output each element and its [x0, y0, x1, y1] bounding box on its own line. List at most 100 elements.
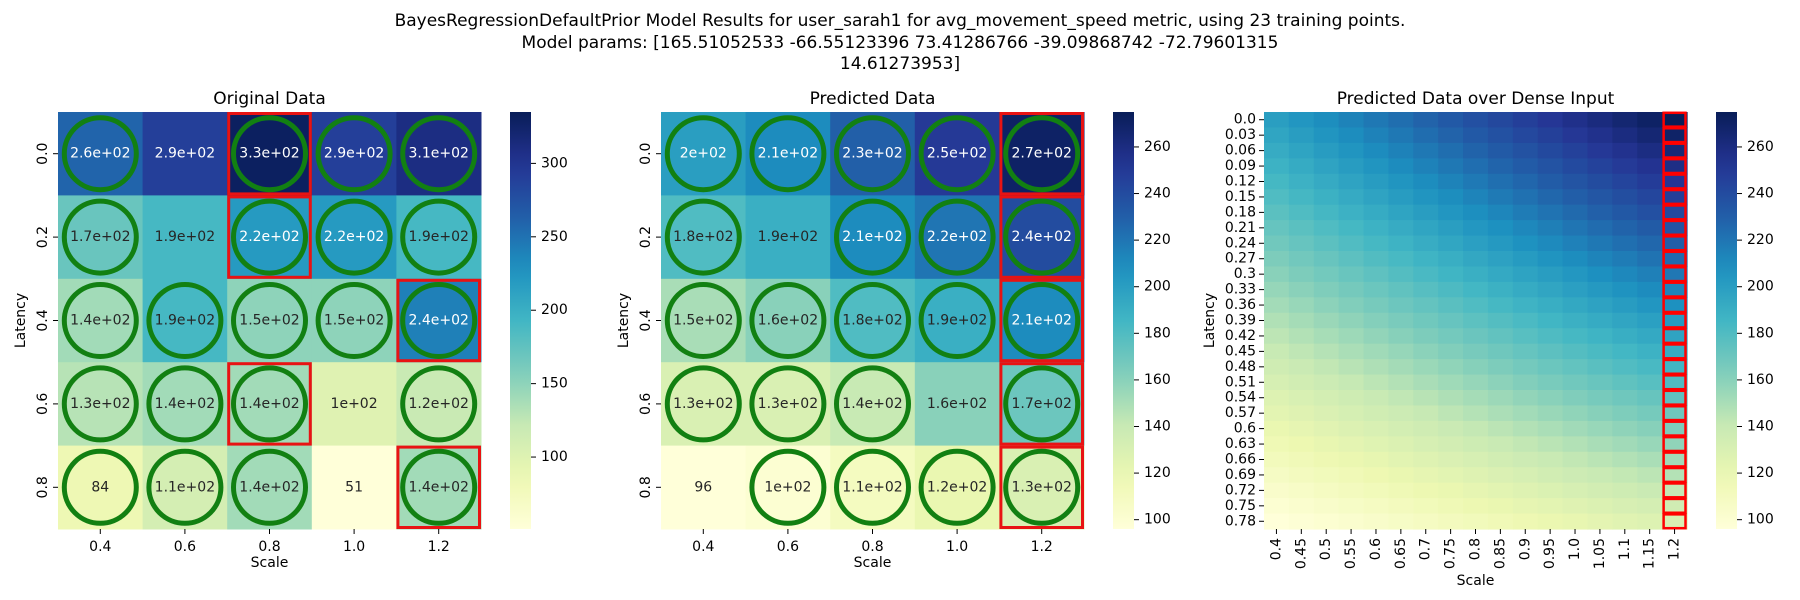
x-tick-label: 0.4	[89, 539, 111, 555]
dense-heatmap-cell	[1438, 482, 1464, 499]
dense-heatmap-cell	[1487, 189, 1514, 206]
dense-heatmap-cell	[1413, 451, 1439, 468]
dense-heatmap-cell	[1413, 204, 1439, 221]
dense-heatmap-cell	[1487, 142, 1514, 159]
dense-heatmap-cell	[1612, 312, 1638, 329]
dense-heatmap-cell	[1587, 436, 1613, 453]
dense-heatmap-cell	[1313, 482, 1340, 499]
dense-highlight-box	[1662, 250, 1687, 267]
dense-heatmap-cell	[1537, 112, 1564, 129]
dense-heatmap-cell	[1637, 266, 1663, 283]
dense-heatmap-cell	[1363, 127, 1390, 144]
cell-annotation: 2.2e+02	[324, 229, 384, 245]
dense-heatmap-cell	[1662, 498, 1688, 515]
cell-annotation: 1.2e+02	[927, 479, 987, 495]
dense-heatmap-cell	[1264, 312, 1290, 329]
dense-heatmap-cell	[1313, 251, 1340, 268]
dense-heatmap-cell	[1612, 158, 1638, 175]
dense-heatmap-cell	[1512, 297, 1539, 314]
dense-heatmap-cell	[1512, 266, 1539, 283]
cell-annotation: 1e+02	[764, 479, 811, 495]
dense-heatmap-cell	[1512, 482, 1539, 499]
dense-heatmap-cell	[1587, 142, 1613, 159]
dense-heatmap-cell	[1438, 251, 1464, 268]
training-point-circle	[1003, 115, 1081, 193]
dense-heatmap-cell	[1562, 467, 1589, 484]
y-tick-label: 0.36	[1225, 297, 1256, 313]
cell-annotation: 3.3e+02	[239, 146, 299, 162]
training-point-circle	[918, 448, 996, 526]
dense-heatmap-cell	[1512, 359, 1539, 376]
cell-annotation: 2.3e+02	[842, 146, 902, 162]
colorbar-tick-label: 240	[1144, 186, 1171, 202]
colorbar-tick-label: 250	[541, 229, 568, 245]
highlight-box	[396, 278, 481, 363]
y-tick-label: 0.6	[638, 393, 654, 415]
cell-annotation: 2.4e+02	[1011, 229, 1071, 245]
dense-heatmap-cell	[1537, 142, 1564, 159]
colorbar-tick-label: 120	[1144, 465, 1171, 481]
dense-heatmap-cell	[1562, 189, 1589, 206]
dense-heatmap-cell	[1637, 436, 1663, 453]
dense-heatmap-cell	[1662, 173, 1688, 190]
dense-heatmap-cell	[1537, 127, 1564, 144]
dense-heatmap-cell	[1637, 127, 1663, 144]
dense-heatmap-cell	[1388, 297, 1414, 314]
cell-annotation: 1.3e+02	[70, 396, 130, 412]
dense-highlight-box	[1662, 343, 1687, 360]
heatmap-cell	[142, 445, 228, 530]
dense-heatmap-cell	[1413, 281, 1439, 298]
dense-heatmap-cell	[1463, 436, 1489, 453]
dense-heatmap-cell	[1338, 127, 1365, 144]
heatmap-cell	[914, 112, 1000, 196]
dense-heatmap-cell	[1612, 374, 1638, 391]
heatmap-cell	[227, 278, 313, 363]
y-tick-label: 0.4	[35, 309, 51, 331]
dense-heatmap-cell	[1338, 220, 1365, 237]
dense-heatmap-cell	[1612, 204, 1638, 221]
heatmap-cell	[396, 195, 482, 280]
dense-heatmap-cell	[1463, 127, 1489, 144]
panel-original-data: 2.6e+02 2.9e+02 3.3e+02 2.9e+02 3.1e+02 1.7e+…	[13, 89, 568, 571]
dense-heatmap-cell	[1637, 235, 1663, 252]
dense-heatmap-cell	[1413, 127, 1439, 144]
training-point-circle	[749, 115, 827, 193]
dense-heatmap-cell	[1313, 498, 1340, 515]
dense-heatmap-cell	[1487, 127, 1514, 144]
highlight-box	[999, 195, 1085, 279]
dense-heatmap-cell	[1562, 220, 1589, 237]
dense-highlight-box	[1662, 219, 1687, 237]
training-point-circle	[1003, 365, 1081, 443]
dense-heatmap-cell	[1487, 467, 1514, 484]
dense-heatmap-cell	[1537, 343, 1564, 360]
dense-heatmap-cell	[1512, 173, 1539, 190]
dense-heatmap-cell	[1662, 343, 1688, 360]
dense-heatmap-cell	[1363, 251, 1390, 268]
dense-heatmap-cell	[1438, 467, 1464, 484]
x-axis-label: Scale	[854, 555, 892, 571]
dense-heatmap-cell	[1264, 281, 1290, 298]
dense-heatmap-cell	[1338, 173, 1365, 190]
heatmap-cell	[661, 112, 747, 196]
dense-heatmap-cell	[1388, 498, 1414, 515]
dense-heatmap-cell	[1338, 112, 1365, 129]
dense-heatmap-cell	[1662, 359, 1688, 376]
dense-heatmap-cell	[1264, 390, 1290, 407]
colorbar-tick-label: 240	[1747, 186, 1774, 202]
colorbar-tick-label: 200	[1747, 279, 1774, 295]
dense-heatmap-cell	[1338, 451, 1365, 468]
x-tick-label: 0.6	[174, 539, 196, 555]
dense-heatmap-cell	[1288, 204, 1315, 221]
dense-heatmap-cell	[1264, 158, 1290, 175]
heatmap-cell	[745, 195, 831, 280]
dense-heatmap-cell	[1264, 142, 1290, 159]
training-point-circle	[146, 448, 224, 526]
dense-heatmap-cell	[1413, 220, 1439, 237]
dense-heatmap-cell	[1338, 312, 1365, 329]
dense-heatmap-cell	[1288, 142, 1315, 159]
dense-heatmap-cell	[1313, 451, 1340, 468]
highlight-box	[396, 445, 481, 530]
figure-title-line-3: 14.61273953]	[840, 54, 960, 74]
dense-heatmap-cell	[1587, 112, 1613, 129]
